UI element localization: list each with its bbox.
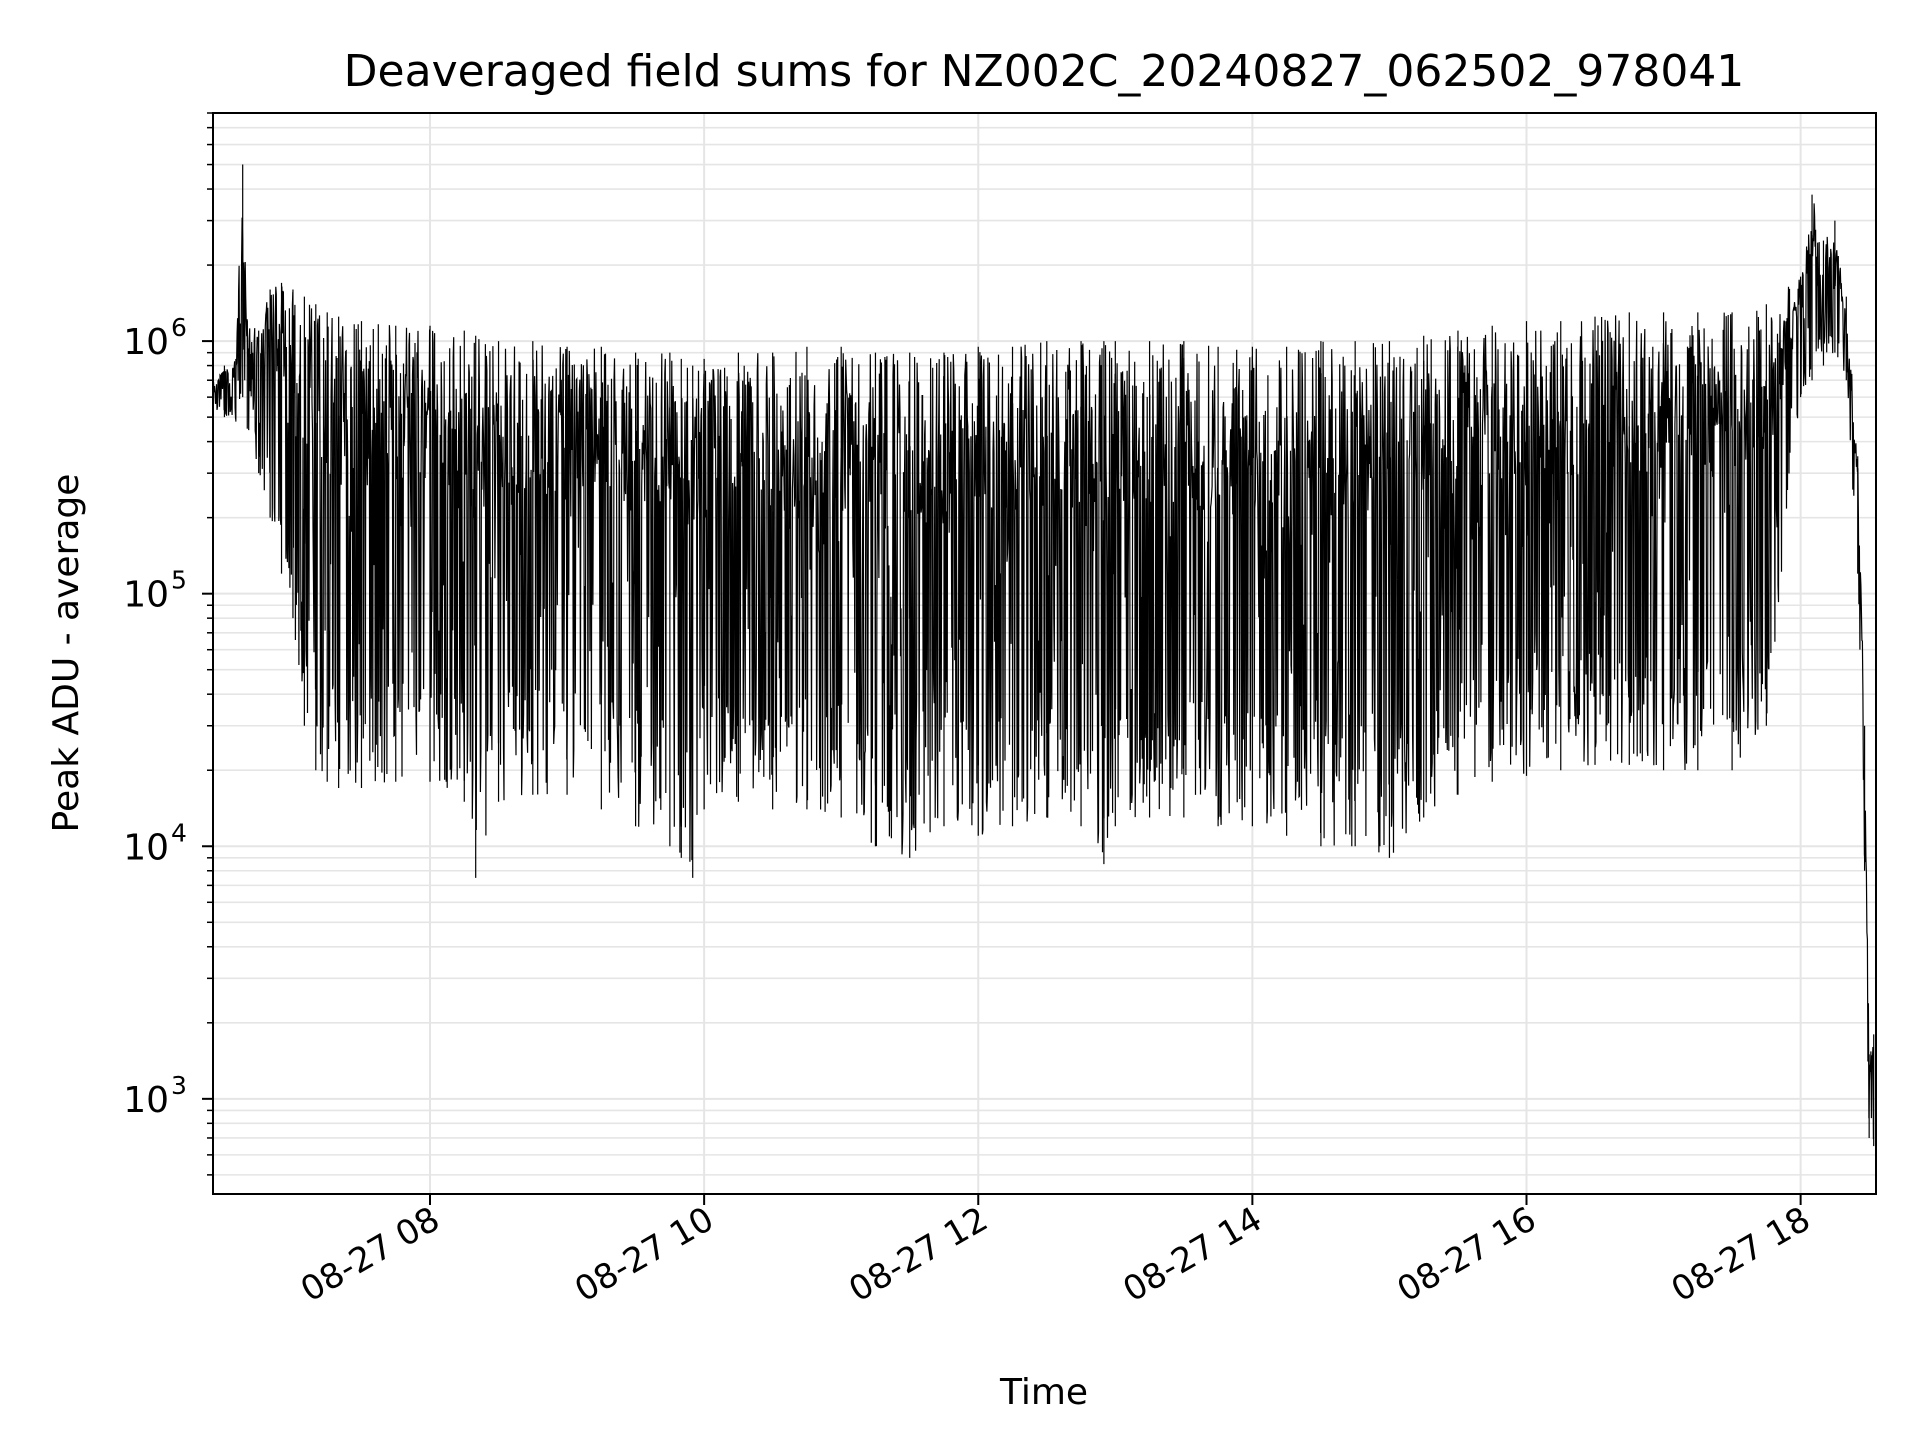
plot-area-frame <box>212 112 1877 1195</box>
y-tick-exponent: 5 <box>171 566 187 595</box>
chart-title: Deaveraged field sums for NZ002C_2024082… <box>344 46 1745 97</box>
x-tick-label: 08-27 08 <box>294 1199 446 1310</box>
x-axis: 08-27 08 08-27 10 08-27 12 08-27 14 08-27 16… <box>294 1194 1817 1310</box>
y-axis-label: Peak ADU - average <box>46 474 87 833</box>
x-tick-label: 08-27 14 <box>1116 1199 1268 1310</box>
y-tick-exponent: 4 <box>171 818 187 847</box>
y-tick-label: 10 <box>123 575 169 616</box>
x-axis-label: Time <box>999 1372 1088 1413</box>
y-tick-label: 10 <box>123 1080 169 1121</box>
series-line <box>212 203 1874 1140</box>
y-tick-exponent: 3 <box>171 1071 187 1100</box>
x-tick-label: 08-27 10 <box>568 1199 720 1310</box>
x-tick-label: 08-27 18 <box>1665 1199 1817 1310</box>
y-tick-label: 10 <box>123 827 169 868</box>
x-tick-label: 08-27 16 <box>1391 1199 1543 1310</box>
y-tick-exponent: 6 <box>171 313 187 342</box>
x-tick-label: 08-27 12 <box>842 1199 994 1310</box>
y-tick-label: 10 <box>123 322 169 363</box>
data-layer <box>212 164 1875 1147</box>
